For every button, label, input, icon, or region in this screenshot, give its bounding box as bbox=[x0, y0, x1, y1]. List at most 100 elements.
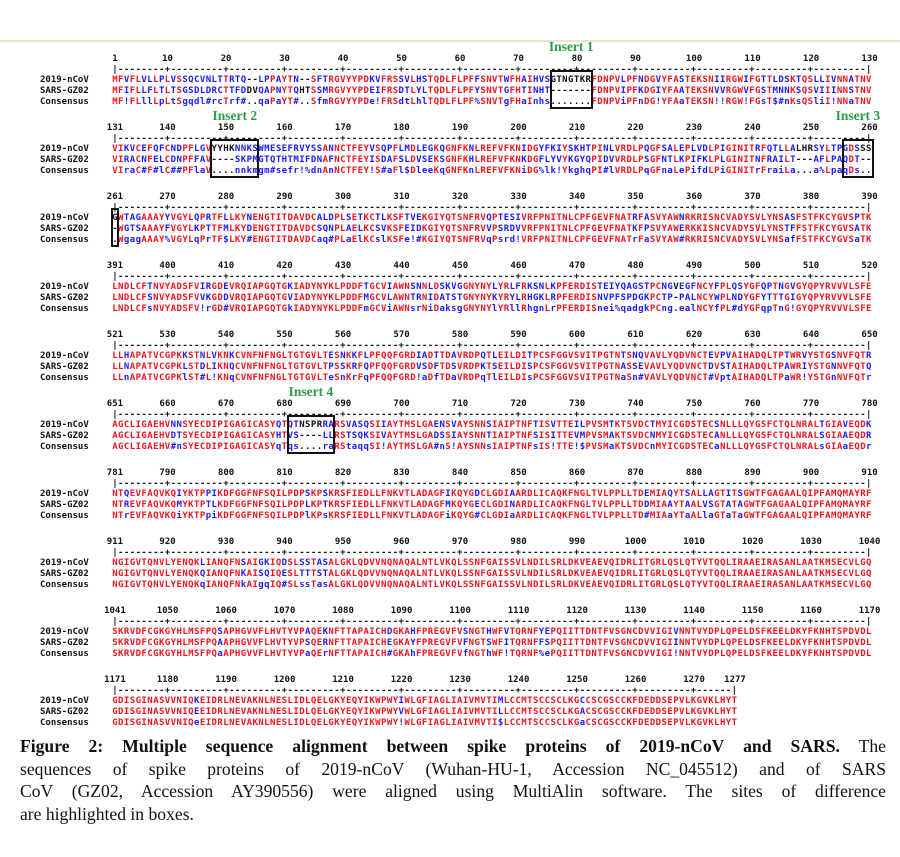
residue: D bbox=[497, 510, 504, 521]
residue: Y bbox=[474, 293, 480, 304]
ruler-mark: - bbox=[626, 271, 632, 282]
residue: S bbox=[573, 351, 580, 362]
residue: S bbox=[702, 86, 708, 97]
ruler-mark: - bbox=[211, 133, 217, 144]
residue: I bbox=[351, 489, 358, 500]
residue: Q bbox=[269, 510, 276, 521]
ruler-mark: - bbox=[258, 271, 264, 282]
residue: V bbox=[492, 75, 498, 86]
ruler-mark: - bbox=[345, 271, 352, 282]
ruler-mark: - bbox=[345, 547, 352, 558]
ruler-mark: - bbox=[345, 409, 352, 420]
residue: V bbox=[655, 234, 662, 245]
position-tick: 1010 bbox=[683, 537, 705, 547]
ruler-mark: + bbox=[690, 478, 697, 489]
residue: # bbox=[708, 372, 714, 383]
residue: T bbox=[784, 224, 790, 235]
ruler-mark: - bbox=[743, 64, 749, 75]
residue: E bbox=[755, 569, 761, 580]
position-tick: 580 bbox=[451, 330, 469, 340]
residue: V bbox=[866, 96, 872, 107]
consensus-row: MF!FLllLpLtSgqdl#rcTrf#..qaPaYT#..SfmRGV… bbox=[112, 97, 872, 108]
residue: N bbox=[603, 144, 609, 155]
ruler-mark: - bbox=[357, 133, 364, 144]
ruler-mark: - bbox=[673, 478, 679, 489]
residue: F bbox=[164, 224, 171, 235]
residue: I bbox=[269, 558, 276, 569]
residue: S bbox=[462, 579, 469, 590]
residue: T bbox=[772, 282, 778, 293]
residue: E bbox=[129, 510, 136, 521]
ruler-mark: - bbox=[392, 547, 399, 558]
residue: . bbox=[562, 96, 568, 107]
ruler-mark: - bbox=[661, 340, 667, 351]
residue: S bbox=[643, 155, 650, 166]
residue: C bbox=[123, 431, 130, 442]
residue: N bbox=[468, 627, 475, 638]
ruler-mark: - bbox=[275, 547, 282, 558]
residue: G bbox=[433, 500, 440, 511]
residue: S bbox=[316, 224, 323, 235]
residue: S bbox=[456, 224, 463, 235]
residue: L bbox=[661, 579, 667, 590]
residue: A bbox=[790, 510, 796, 521]
residue: R bbox=[684, 224, 691, 235]
residue: C bbox=[772, 431, 778, 442]
residue: m bbox=[264, 165, 270, 176]
residue: Q bbox=[357, 558, 364, 569]
residue: L bbox=[188, 213, 194, 224]
ruler-mark: - bbox=[252, 202, 258, 213]
ruler-mark: - bbox=[790, 340, 796, 351]
residue: P bbox=[287, 510, 293, 521]
residue: F bbox=[497, 638, 504, 649]
residue: F bbox=[755, 293, 761, 304]
residue: A bbox=[801, 569, 808, 580]
residue: F bbox=[819, 489, 825, 500]
residue: I bbox=[246, 303, 253, 314]
residue: N bbox=[182, 558, 188, 569]
residue: L bbox=[795, 569, 802, 580]
residue: L bbox=[696, 510, 702, 521]
ruler-mark: - bbox=[287, 64, 293, 75]
residue: L bbox=[790, 431, 796, 442]
residue: N bbox=[562, 75, 568, 86]
residue: D bbox=[860, 441, 866, 452]
ruler-mark: - bbox=[603, 409, 609, 420]
ruler-mark: - bbox=[737, 202, 743, 213]
residue: N bbox=[421, 282, 428, 293]
residue: S bbox=[544, 441, 551, 452]
residue: - bbox=[807, 155, 814, 166]
residue: L bbox=[340, 234, 346, 245]
residue: T bbox=[515, 441, 521, 452]
residue: C bbox=[252, 431, 258, 442]
residue: A bbox=[252, 303, 258, 314]
residue: T bbox=[573, 627, 580, 638]
residue: L bbox=[433, 579, 440, 590]
residue: D bbox=[474, 489, 480, 500]
residue: T bbox=[696, 441, 702, 452]
ruler-mark: - bbox=[129, 547, 136, 558]
residue: V bbox=[830, 75, 837, 86]
residue: A bbox=[661, 510, 667, 521]
residue: R bbox=[860, 489, 866, 500]
residue: L bbox=[544, 303, 551, 314]
residue: T bbox=[772, 303, 778, 314]
residue: T bbox=[813, 579, 819, 590]
residue: V bbox=[696, 627, 702, 638]
residue: - bbox=[211, 155, 217, 166]
residue: P bbox=[550, 648, 556, 659]
residue: F bbox=[451, 627, 457, 638]
residue: I bbox=[503, 638, 510, 649]
residue: P bbox=[170, 351, 177, 362]
residue: T bbox=[556, 75, 562, 86]
ruler-mark: + bbox=[515, 271, 521, 282]
ruler-mark: - bbox=[176, 340, 182, 351]
residue: L bbox=[369, 489, 375, 500]
residue: a bbox=[679, 96, 685, 107]
ruler-mark: - bbox=[118, 202, 124, 213]
ruler-mark: - bbox=[766, 340, 773, 351]
residue: A bbox=[649, 362, 656, 373]
sequence-row-sars-gz02: LNDLCFSNVYADSFVVKGDDVRQIAPGQTGVIADYNYKLP… bbox=[112, 293, 872, 304]
residue: M bbox=[603, 441, 609, 452]
residue: Q bbox=[480, 351, 486, 362]
